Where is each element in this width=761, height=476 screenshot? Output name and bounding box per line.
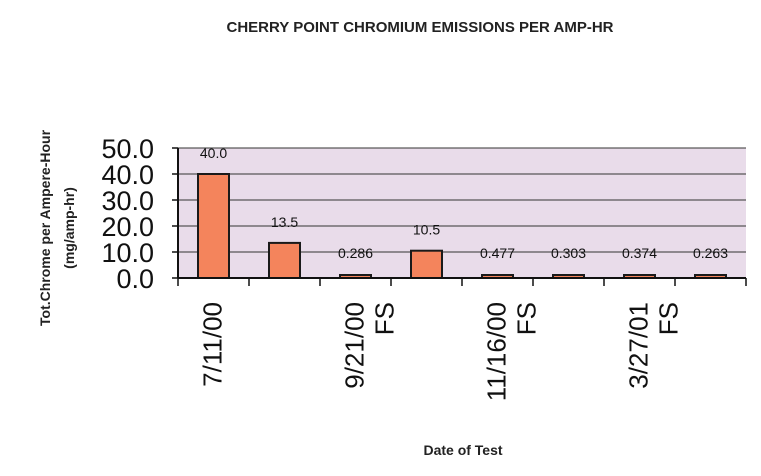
y-axis-title-line1: Tot.Chrome per Ampere-Hour: [37, 129, 53, 326]
x-tick-label: 9/21/00: [340, 302, 370, 389]
x-axis-title: Date of Test: [423, 442, 502, 458]
x-tick-label: FS: [654, 302, 684, 335]
data-label: 13.5: [271, 214, 298, 230]
data-label: 0.374: [622, 245, 657, 261]
y-tick-label: 40.0: [101, 160, 154, 190]
bar: [268, 241, 301, 279]
x-tick-label: FS: [512, 302, 542, 335]
data-label: 0.263: [693, 245, 728, 261]
x-tick-label: 11/16/00: [482, 302, 512, 401]
plot-area: [178, 148, 746, 278]
y-tick-label: 30.0: [101, 186, 154, 216]
x-tick-labels: 7/11/00 9/21/00 FS 11/16/00 FS 3/27/01 FS: [177, 278, 747, 401]
y-axis-title-line2: (mg/amp-hr): [61, 187, 77, 269]
chart-title: CHERRY POINT CHROMIUM EMISSIONS PER AMP-…: [227, 19, 614, 36]
bar: [410, 249, 443, 279]
data-label: 0.286: [338, 245, 373, 261]
y-tick-label: 50.0: [101, 134, 154, 164]
x-tick-label: FS: [370, 302, 400, 335]
data-label: 40.0: [200, 145, 227, 161]
y-tick-label: 20.0: [101, 212, 154, 242]
y-tick-label: 10.0: [101, 238, 154, 268]
data-label: 0.477: [480, 245, 515, 261]
y-tick-label: 0.0: [116, 264, 154, 294]
y-tick-labels: 50.040.030.020.010.00.0: [101, 134, 178, 294]
bar: [197, 173, 230, 279]
x-tick-label: 7/11/00: [198, 302, 228, 387]
data-label: 10.5: [413, 222, 440, 238]
data-labels: 40.0 13.5 0.286 10.5 0.477 0.303 0.374 0.263: [200, 145, 728, 261]
x-tick-label: 3/27/01: [624, 302, 654, 389]
data-label: 0.303: [551, 245, 586, 261]
